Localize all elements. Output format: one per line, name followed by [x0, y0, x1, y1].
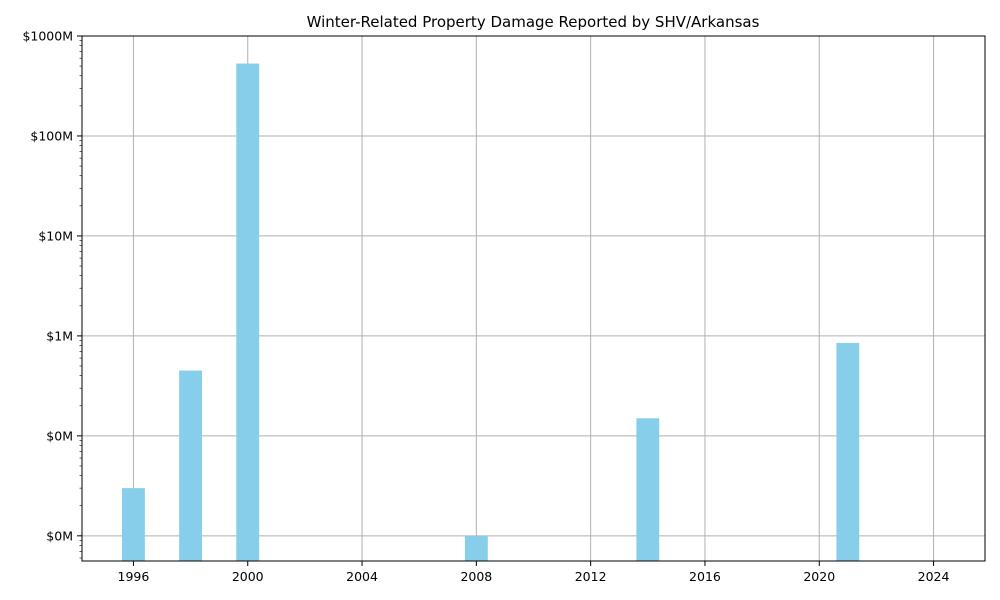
x-axis-ticks: 1996 2000 2004 2008 2012 2016 2020 2024 [118, 561, 950, 584]
bar [122, 488, 145, 561]
x-tick-label: 2024 [918, 569, 950, 584]
bars [122, 63, 860, 562]
bar [179, 370, 203, 561]
plot-frame [81, 35, 986, 562]
chart-title: Winter-Related Property Damage Reported … [307, 13, 760, 31]
x-tick-label: 2012 [575, 569, 607, 584]
bar [836, 342, 860, 561]
y-tick-label: $0M [46, 528, 73, 543]
y-tick-label: $1000M [22, 29, 73, 44]
x-tick-label: 2004 [346, 569, 378, 584]
y-axis-ticks: $0M $0M $1M $10M $100M $1000M [22, 29, 82, 559]
y-tick-label: $10M [38, 228, 73, 243]
x-tick-label: 2020 [803, 569, 835, 584]
y-tick-label: $100M [30, 128, 73, 143]
x-tick-label: 2016 [689, 569, 721, 584]
axes [81, 35, 986, 562]
bar [636, 418, 660, 561]
x-tick-label: 1996 [118, 569, 150, 584]
x-tick-label: 2000 [232, 569, 264, 584]
bar [236, 63, 260, 562]
y-tick-label: $0M [46, 428, 73, 443]
bar [464, 535, 488, 561]
y-tick-label: $1M [46, 328, 73, 343]
x-tick-label: 2008 [460, 569, 492, 584]
